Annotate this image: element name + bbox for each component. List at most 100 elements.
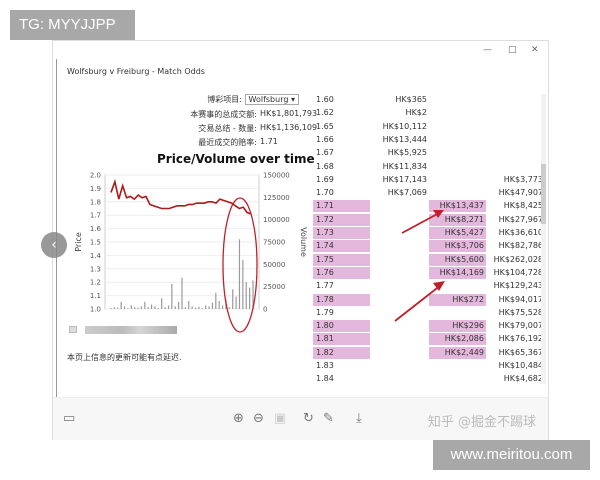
odds-cell[interactable]: 1.76 xyxy=(313,266,370,279)
odds-cell[interactable]: 1.82 xyxy=(313,346,370,359)
lay-amount-cell[interactable]: HK$262,028 xyxy=(493,254,543,264)
lay-amount-cell[interactable]: HK$75,528 xyxy=(498,307,543,317)
matched-amount-cell[interactable]: HK$3,706 xyxy=(429,240,486,253)
matched-amount-cell[interactable]: HK$272 xyxy=(429,293,486,306)
close-button[interactable]: ✕ xyxy=(531,45,539,55)
y-tick-label: 1.9 xyxy=(90,185,101,193)
lay-amount-cell[interactable]: HK$47,907 xyxy=(498,188,543,198)
lay-amount-cell[interactable]: HK$94,017 xyxy=(498,294,543,304)
lay-amount-cell[interactable]: HK$10,484 xyxy=(498,361,543,370)
total-matched-label: 本赛事的总成交额: xyxy=(190,110,257,119)
odds-cell[interactable]: 1.79 xyxy=(316,307,334,317)
total-matched: HK$1,801,793 xyxy=(260,109,318,118)
y-tick-label: 1.7 xyxy=(90,212,101,220)
odds-cell[interactable]: 1.60 xyxy=(316,95,334,104)
odds-cell[interactable]: 1.72 xyxy=(313,213,370,226)
selection-dropdown[interactable]: Wolfsburg ▾ xyxy=(244,94,299,105)
y2-tick-label: 25000 xyxy=(263,283,285,291)
maximize-button[interactable]: □ xyxy=(508,45,517,55)
order-book-row: 1.81 HK$2,086 HK$76,192 xyxy=(311,333,547,346)
matched-amount-cell[interactable]: HK$2,449 xyxy=(429,346,486,359)
odds-cell[interactable]: 1.83 xyxy=(316,361,334,370)
lay-amount-cell[interactable]: HK$27,967 xyxy=(498,214,543,224)
odds-cell[interactable]: 1.84 xyxy=(316,374,334,384)
order-book-row: 1.66 HK$13,444 xyxy=(311,134,547,146)
thumbnail-icon[interactable]: ▭ xyxy=(63,411,76,426)
odds-cell[interactable]: 1.77 xyxy=(316,281,334,291)
odds-cell[interactable]: 1.81 xyxy=(313,333,370,346)
back-amount-cell[interactable]: HK$5,925 xyxy=(387,148,427,158)
fit-icon[interactable]: ▣ xyxy=(274,411,287,426)
lay-amount-cell[interactable]: HK$104,728 xyxy=(493,267,543,277)
order-book-row: 1.71 HK$13,437 HK$8,425 xyxy=(311,200,547,213)
screenshot-content: Wolfsburg v Freiburg - Match Odds 博彩项目: … xyxy=(41,59,547,397)
annotation-arrow-1 xyxy=(401,211,442,234)
delay-notice: 本页上信息的更新可能有点延迟. xyxy=(67,353,182,362)
odds-cell[interactable]: 1.78 xyxy=(313,293,370,306)
matched-amount-cell[interactable]: HK$13,437 xyxy=(429,200,486,213)
back-amount-cell[interactable]: HK$7,069 xyxy=(387,188,427,198)
y-tick-label: 1.8 xyxy=(90,198,101,206)
annotation-layer xyxy=(222,197,445,333)
edit-icon[interactable]: ✎ xyxy=(323,411,334,426)
lay-amount-cell[interactable]: HK$79,007 xyxy=(498,321,543,331)
rotate-icon[interactable]: ↻ xyxy=(303,411,314,426)
odds-cell[interactable]: 1.62 xyxy=(316,108,334,118)
scrollbar[interactable] xyxy=(541,94,546,384)
y-tick-label: 1.3 xyxy=(90,265,101,273)
order-book-row: 1.69 HK$17,143 HK$3,773 xyxy=(311,174,547,186)
odds-cell[interactable]: 1.67 xyxy=(316,148,334,158)
order-book-row: 1.77 HK$129,243 xyxy=(311,280,547,292)
lay-amount-cell[interactable]: HK$4,682 xyxy=(503,374,543,384)
matched-amount-cell[interactable]: HK$2,086 xyxy=(429,333,486,346)
order-book-row: 1.65 HK$10,112 xyxy=(311,121,547,133)
back-amount-cell[interactable]: HK$365 xyxy=(395,95,427,104)
order-book-row: 1.78 HK$272 HK$94,017 xyxy=(311,293,547,306)
matched-amount-cell[interactable]: HK$296 xyxy=(429,320,486,333)
matched-amount-cell[interactable]: HK$14,169 xyxy=(429,266,486,279)
lay-amount-cell[interactable]: HK$65,367 xyxy=(498,347,543,357)
y2-tick-label: 50000 xyxy=(263,261,285,269)
annotation-arrowhead-1 xyxy=(433,210,444,218)
back-amount-cell[interactable]: HK$10,112 xyxy=(382,121,427,131)
odds-cell[interactable]: 1.73 xyxy=(313,227,370,239)
minimize-button[interactable]: — xyxy=(483,45,492,55)
odds-cell[interactable]: 1.71 xyxy=(313,200,370,213)
last-price-label: 最近成交的赔率: xyxy=(198,138,257,147)
chart-checkbox[interactable] xyxy=(69,326,77,333)
odds-cell[interactable]: 1.66 xyxy=(316,134,334,144)
lay-amount-cell[interactable]: HK$82,786 xyxy=(498,241,543,251)
price-volume-chart: 1.0 1.1 1.2 1.3 1.4 1.5 1.6 1.7 1.8 1.9 2.0 0 25000 5… xyxy=(74,172,308,314)
order-book-row: 1.68 HK$11,834 xyxy=(311,161,547,173)
lay-amount-cell[interactable]: HK$76,192 xyxy=(498,334,543,344)
odds-cell[interactable]: 1.80 xyxy=(313,320,370,333)
zoom-in-icon[interactable]: ⊕ xyxy=(233,411,244,426)
zoom-out-icon[interactable]: ⊖ xyxy=(253,411,264,426)
previous-image-button[interactable]: ‹ xyxy=(41,232,67,258)
lay-amount-cell[interactable]: HK$129,243 xyxy=(493,281,543,291)
matched-amount-cell[interactable]: HK$5,600 xyxy=(429,253,486,266)
odds-cell[interactable]: 1.68 xyxy=(316,161,334,171)
odds-cell[interactable]: 1.74 xyxy=(313,240,370,253)
back-amount-cell[interactable]: HK$17,143 xyxy=(382,174,427,184)
order-book-row: 1.82 HK$2,449 HK$65,367 xyxy=(311,346,547,359)
order-book-row: 1.74 HK$3,706 HK$82,786 xyxy=(311,240,547,253)
order-book-row: 1.73 HK$5,427 HK$36,610 xyxy=(311,227,547,239)
y-tick-label: 1.0 xyxy=(90,306,101,314)
odds-cell[interactable]: 1.75 xyxy=(313,253,370,266)
download-icon[interactable]: ⤓ xyxy=(356,411,362,426)
matched-amount-cell[interactable]: HK$5,427 xyxy=(429,227,486,239)
lay-amount-cell[interactable]: HK$8,425 xyxy=(503,201,543,211)
matched-amount-cell[interactable]: HK$8,271 xyxy=(429,213,486,226)
odds-cell[interactable]: 1.70 xyxy=(316,188,334,198)
back-amount-cell[interactable]: HK$13,444 xyxy=(382,134,427,144)
odds-cell[interactable]: 1.69 xyxy=(316,174,334,184)
lay-amount-cell[interactable]: HK$3,773 xyxy=(503,174,543,184)
y-tick-label: 1.4 xyxy=(90,252,102,260)
back-amount-cell[interactable]: HK$2 xyxy=(405,108,427,118)
odds-cell[interactable]: 1.65 xyxy=(316,121,334,131)
back-amount-cell[interactable]: HK$11,834 xyxy=(382,161,427,171)
market-title: Wolfsburg v Freiburg - Match Odds xyxy=(67,67,205,76)
lay-amount-cell[interactable]: HK$36,610 xyxy=(498,228,543,237)
y-tick-label: 1.2 xyxy=(90,279,101,287)
